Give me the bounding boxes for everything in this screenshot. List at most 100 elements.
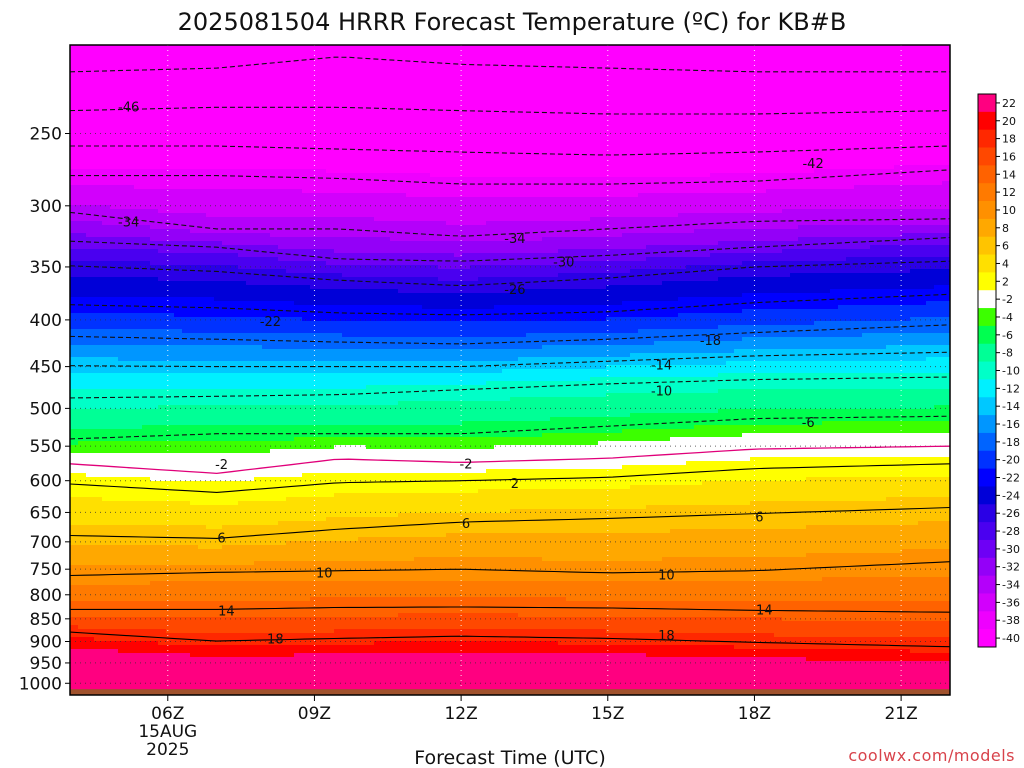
temperature-cell <box>102 505 111 510</box>
temperature-cell <box>94 77 103 82</box>
temperature-cell <box>78 481 87 486</box>
temperature-cell <box>166 629 175 634</box>
temperature-cell <box>230 209 239 214</box>
temperature-cell <box>110 641 119 646</box>
temperature-cell <box>262 109 271 114</box>
temperature-cell <box>182 113 191 118</box>
temperature-cell <box>142 333 151 338</box>
temperature-cell <box>94 257 103 262</box>
temperature-cell <box>142 673 151 678</box>
temperature-cell <box>118 361 127 366</box>
temperature-cell <box>78 577 87 582</box>
temperature-cell <box>294 505 303 510</box>
temperature-cell <box>222 253 231 258</box>
temperature-cell <box>190 233 199 238</box>
temperature-cell <box>166 445 175 450</box>
temperature-cell <box>238 501 247 506</box>
temperature-cell <box>118 277 127 282</box>
temperature-cell <box>110 565 119 570</box>
temperature-cell <box>70 309 79 314</box>
temperature-cell <box>158 637 167 642</box>
temperature-cell <box>174 169 183 174</box>
temperature-cell <box>294 381 303 386</box>
temperature-cell <box>94 569 103 574</box>
temperature-cell <box>198 261 207 266</box>
temperature-cell <box>278 549 287 554</box>
temperature-cell <box>70 109 79 114</box>
temperature-cell <box>286 61 295 66</box>
temperature-cell <box>182 117 191 122</box>
temperature-cell <box>142 661 151 666</box>
temperature-cell <box>94 517 103 522</box>
temperature-cell <box>166 85 175 90</box>
temperature-cell <box>222 245 231 250</box>
temperature-cell <box>94 233 103 238</box>
temperature-cell <box>150 565 159 570</box>
temperature-cell <box>310 205 319 210</box>
temperature-cell <box>286 657 295 662</box>
temperature-cell <box>182 361 191 366</box>
temperature-cell <box>294 401 303 406</box>
temperature-cell <box>230 349 239 354</box>
temperature-cell <box>118 581 127 586</box>
temperature-cell <box>142 373 151 378</box>
temperature-cell <box>102 517 111 522</box>
temperature-cell <box>126 185 135 190</box>
temperature-cell <box>206 517 215 522</box>
temperature-cell <box>262 537 271 542</box>
temperature-cell <box>150 73 159 78</box>
temperature-cell <box>110 685 119 690</box>
temperature-cell <box>238 389 247 394</box>
temperature-cell <box>230 133 239 138</box>
temperature-cell <box>302 433 311 438</box>
temperature-cell <box>238 233 247 238</box>
temperature-cell <box>118 493 127 498</box>
temperature-cell <box>174 605 183 610</box>
temperature-cell <box>182 505 191 510</box>
temperature-cell <box>230 521 239 526</box>
temperature-cell <box>310 157 319 162</box>
temperature-cell <box>262 193 271 198</box>
temperature-cell <box>86 253 95 258</box>
temperature-cell <box>270 157 279 162</box>
temperature-cell <box>102 681 111 686</box>
temperature-cell <box>238 409 247 414</box>
temperature-cell <box>230 549 239 554</box>
temperature-cell <box>198 253 207 258</box>
temperature-cell <box>214 369 223 374</box>
temperature-cell <box>262 425 271 430</box>
temperature-cell <box>214 393 223 398</box>
temperature-cell <box>118 245 127 250</box>
temperature-cell <box>286 589 295 594</box>
temperature-cell <box>142 669 151 674</box>
temperature-cell <box>150 613 159 618</box>
temperature-cell <box>142 289 151 294</box>
temperature-cell <box>142 413 151 418</box>
temperature-cell <box>246 173 255 178</box>
temperature-cell <box>302 617 311 622</box>
temperature-cell <box>158 665 167 670</box>
temperature-cell <box>246 213 255 218</box>
temperature-cell <box>142 537 151 542</box>
temperature-cell <box>134 409 143 414</box>
temperature-cell <box>110 309 119 314</box>
temperature-cell <box>254 301 263 306</box>
temperature-cell <box>86 137 95 142</box>
temperature-cell <box>246 461 255 466</box>
temperature-cell <box>70 61 79 66</box>
temperature-cell <box>198 625 207 630</box>
temperature-cell <box>70 401 79 406</box>
temperature-cell <box>286 109 295 114</box>
temperature-cell <box>158 641 167 646</box>
temperature-cell <box>78 465 87 470</box>
temperature-cell <box>310 329 319 334</box>
temperature-cell <box>182 153 191 158</box>
temperature-cell <box>70 193 79 198</box>
temperature-cell <box>254 65 263 70</box>
temperature-cell <box>302 545 311 550</box>
temperature-cell <box>238 597 247 602</box>
temperature-cell <box>158 669 167 674</box>
temperature-cell <box>254 385 263 390</box>
temperature-cell <box>78 325 87 330</box>
temperature-cell <box>86 213 95 218</box>
